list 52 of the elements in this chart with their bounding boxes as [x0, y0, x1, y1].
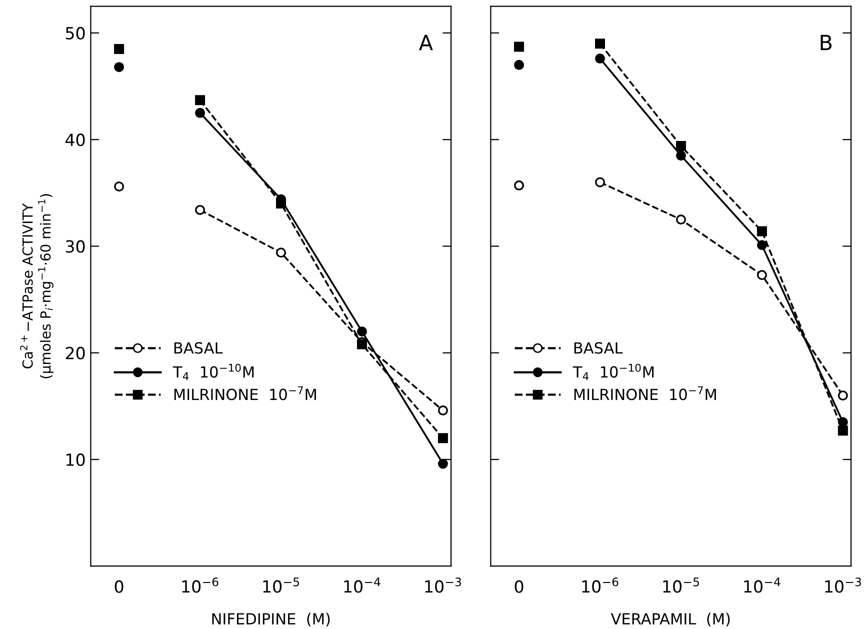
x-tick-label: 10$^{−6}$ [182, 577, 218, 593]
point [276, 198, 286, 209]
x-tick-label: 10$^{−4}$ [744, 578, 780, 593]
point [676, 140, 686, 151]
x-tick-label: 0 [114, 580, 124, 593]
y-tick-label: 10 [66, 453, 85, 466]
point [595, 177, 606, 188]
point [676, 214, 686, 225]
y-tick-label: 30 [66, 240, 85, 253]
annotation: B [820, 34, 832, 50]
y-tick-label: 40 [65, 134, 85, 146]
point [356, 326, 367, 337]
x-axis-title: VERAPAMIL (M) [610, 612, 730, 626]
y-tick-label: 50 [66, 26, 85, 40]
point [756, 270, 767, 280]
point [276, 248, 286, 258]
point [838, 390, 848, 400]
x-axis-title: NIFEDIPINE (M) [212, 612, 330, 626]
point [114, 44, 124, 54]
point [438, 458, 448, 469]
y-tick-label: 20 [66, 346, 85, 360]
point [514, 60, 524, 70]
point [756, 240, 767, 250]
x-tick-label: 0 [514, 580, 524, 593]
point [756, 226, 767, 236]
point [514, 42, 524, 52]
point [595, 38, 606, 49]
point [595, 54, 606, 64]
point [514, 180, 524, 190]
x-tick-label: 10$^{−6}$ [582, 577, 618, 593]
point [438, 405, 448, 416]
point [195, 204, 206, 215]
point [114, 62, 124, 72]
x-tick-label: 10$^{−3}$ [825, 577, 861, 593]
point [676, 150, 686, 161]
x-tick-label: 10$^{−5}$ [663, 578, 699, 593]
legend-label: T$_{4}$ 10$^{−10}$M [572, 364, 654, 380]
legend-label: MILRINONE 10$^{−7}$M [174, 386, 316, 400]
text: Ca$^{2+}$−ATPase ACTIVITY (µmoles P$_{i}$·mg$^{−1}$·60 min$^{−1}$) [20, 194, 54, 378]
x-tick-label: 10$^{−4}$ [344, 578, 380, 593]
x-tick-label: 10$^{−3}$ [425, 577, 462, 593]
point [195, 95, 206, 106]
legend-label: MILRINONE 10$^{−7}$M [574, 386, 716, 400]
annotation: A [418, 34, 433, 50]
x-tick-label: 10$^{−5}$ [263, 578, 299, 593]
legend-label: T$_{4}$ 10$^{−10}$M [172, 364, 254, 380]
point [438, 433, 448, 444]
point [114, 181, 124, 192]
point [838, 426, 848, 436]
legend-label: BASAL [174, 342, 223, 354]
legend-label: BASAL [574, 342, 623, 354]
point [195, 108, 206, 118]
